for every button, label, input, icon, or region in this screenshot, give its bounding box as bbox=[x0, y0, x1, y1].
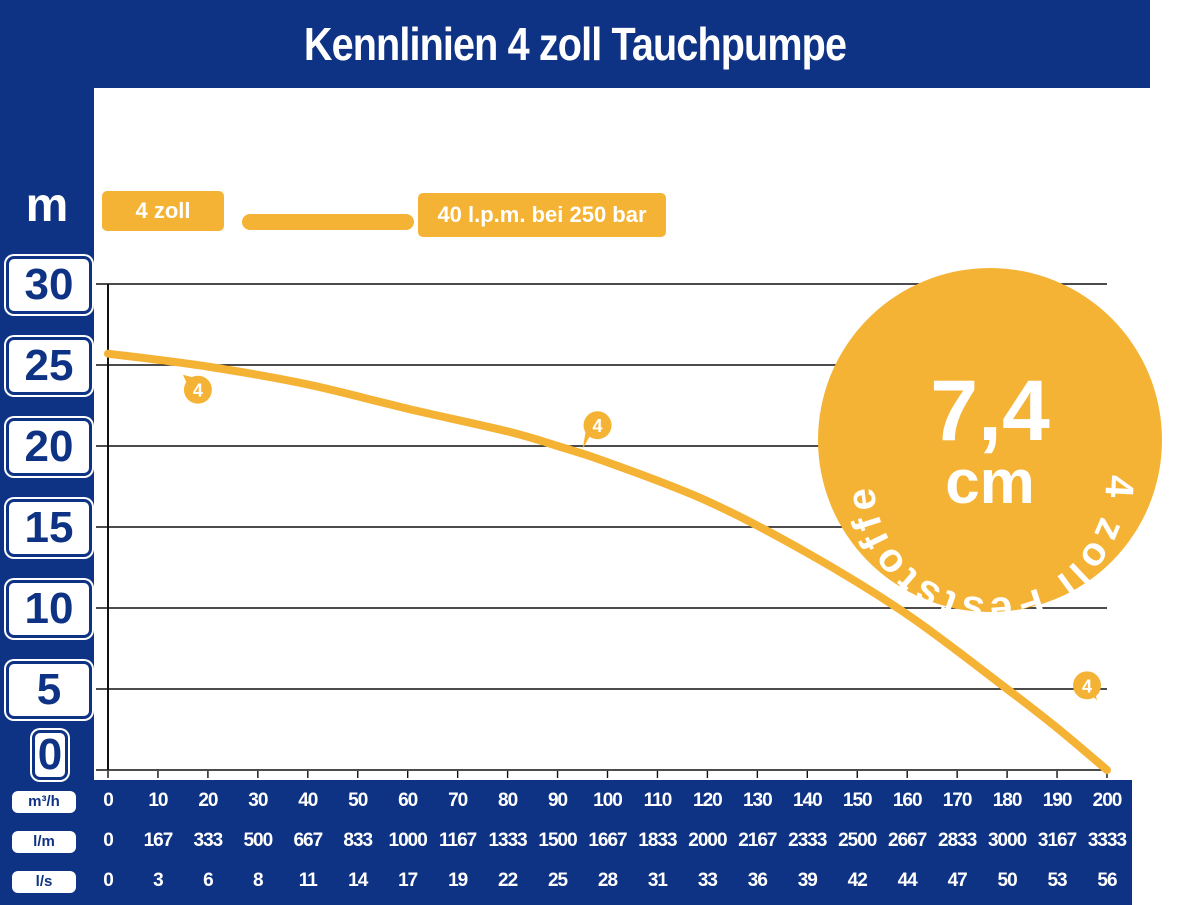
axes bbox=[96, 284, 1108, 778]
x-tick-label-ls-18: 50 bbox=[997, 870, 1018, 891]
x-tick-label-ls-14: 39 bbox=[797, 870, 818, 891]
x-tick-label-m3h-16: 160 bbox=[892, 790, 923, 811]
x-tick-label-m3h-7: 70 bbox=[448, 790, 468, 811]
x-tick-label-ls-3: 8 bbox=[253, 870, 264, 891]
x-tick-label-m3h-12: 120 bbox=[693, 790, 723, 811]
x-tick-label-m3h-1: 10 bbox=[148, 790, 168, 811]
x-tick-label-lm-0: 0 bbox=[103, 830, 114, 851]
series-marker-label: 4 bbox=[193, 381, 203, 401]
x-tick-label-ls-9: 25 bbox=[547, 870, 568, 891]
x-tick-label-ls-4: 11 bbox=[298, 870, 318, 891]
x-tick-label-m3h-18: 180 bbox=[992, 790, 1023, 811]
x-tick-label-ls-15: 42 bbox=[847, 870, 868, 891]
x-tick-label-ls-0: 0 bbox=[103, 870, 114, 891]
x-tick-label-ls-2: 6 bbox=[203, 870, 214, 891]
x-tick-label-lm-14: 2333 bbox=[788, 830, 827, 851]
series-line-0 bbox=[104, 349, 1111, 774]
x-tick-label-m3h-3: 30 bbox=[248, 790, 268, 811]
x-tick-label-lm-16: 2667 bbox=[888, 830, 927, 851]
y-tick-label-5: 5 bbox=[6, 661, 92, 719]
x-tick-label-ls-13: 36 bbox=[747, 870, 768, 891]
x-tick-label-lm-9: 1500 bbox=[538, 830, 577, 851]
x-tick-label-ls-12: 33 bbox=[697, 870, 718, 891]
x-tick-label-lm-4: 667 bbox=[293, 830, 323, 851]
x-tick-label-lm-20: 3333 bbox=[1087, 830, 1127, 851]
x-tick-label-ls-11: 31 bbox=[647, 870, 668, 891]
series-marker-dot bbox=[183, 375, 212, 404]
x-tick-label-m3h-6: 60 bbox=[398, 790, 418, 811]
badge-size-value: 7,4 bbox=[930, 363, 1050, 459]
y-tick-label-20: 20 bbox=[6, 418, 92, 476]
x-tick-label-lm-15: 2500 bbox=[838, 830, 877, 851]
x-tick-label-m3h-8: 80 bbox=[498, 790, 518, 811]
series-marker-1: 4 bbox=[582, 411, 612, 450]
y-tick-label-30: 30 bbox=[6, 256, 92, 314]
x-tick-label-lm-13: 2167 bbox=[738, 830, 777, 851]
solids-badge: 4 zoll Feststoffe bis Ø 7,4 cm bbox=[818, 268, 1162, 612]
x-tick-label-lm-5: 833 bbox=[343, 830, 373, 851]
x-tick-label-ls-16: 44 bbox=[897, 870, 918, 891]
y-tick-label-25: 25 bbox=[6, 337, 92, 395]
x-tick-label-lm-3: 500 bbox=[243, 830, 273, 851]
x-tick-label-m3h-10: 100 bbox=[593, 790, 623, 811]
series-marker-dot bbox=[583, 411, 612, 440]
x-tick-label-ls-17: 47 bbox=[947, 870, 968, 891]
chart-title: Kennlinien 4 zoll Tauchpumpe bbox=[303, 18, 847, 70]
x-tick-label-lm-17: 2833 bbox=[938, 830, 977, 851]
x-tick-label-m3h-15: 150 bbox=[842, 790, 873, 811]
x-tick-label-m3h-9: 90 bbox=[547, 790, 568, 811]
row-label-ls: l/s bbox=[12, 871, 76, 893]
series-marker-label: 4 bbox=[593, 416, 603, 436]
x-tick-label-lm-6: 1000 bbox=[388, 830, 428, 851]
x-tick-label-m3h-20: 200 bbox=[1092, 790, 1123, 811]
badge-circle bbox=[818, 268, 1162, 612]
title-bar bbox=[0, 0, 1150, 88]
badge-size-unit: cm bbox=[945, 448, 1035, 517]
x-tick-label-ls-10: 28 bbox=[597, 870, 618, 891]
x-tick-label-ls-19: 53 bbox=[1047, 870, 1067, 891]
x-axis-panel bbox=[0, 780, 1132, 905]
legend-line-swatch bbox=[242, 214, 414, 230]
x-tick-label-lm-11: 1833 bbox=[638, 830, 677, 851]
x-tick-label-ls-5: 14 bbox=[348, 870, 368, 891]
series-marker-label: 4 bbox=[1082, 676, 1092, 696]
x-tick-label-lm-7: 1167 bbox=[439, 830, 477, 851]
x-tick-label-ls-20: 56 bbox=[1097, 870, 1117, 891]
legend-series-label: 4 zoll bbox=[102, 191, 224, 231]
x-tick-label-ls-7: 19 bbox=[448, 870, 468, 891]
x-tick-label-ls-1: 3 bbox=[153, 870, 164, 891]
x-tick-label-lm-10: 1667 bbox=[588, 830, 627, 851]
series-marker-2: 4 bbox=[1073, 671, 1102, 701]
x-tick-label-lm-18: 3000 bbox=[987, 830, 1027, 851]
x-tick-label-ls-8: 22 bbox=[498, 870, 518, 891]
series-marker-dot bbox=[1073, 671, 1102, 700]
x-tick-label-m3h-13: 130 bbox=[742, 790, 773, 811]
x-tick-label-m3h-17: 170 bbox=[942, 790, 973, 811]
x-tick-label-m3h-11: 110 bbox=[643, 790, 673, 811]
x-tick-label-m3h-2: 20 bbox=[198, 790, 218, 811]
x-tick-label-lm-2: 333 bbox=[193, 830, 224, 851]
x-tick-label-lm-1: 167 bbox=[143, 830, 174, 851]
x-tick-label-lm-19: 3167 bbox=[1037, 830, 1077, 851]
legend-note: 40 l.p.m. bei 250 bar bbox=[418, 193, 666, 237]
series-layer: 4 4 4 bbox=[104, 349, 1111, 774]
x-tick-label-m3h-0: 0 bbox=[103, 790, 114, 811]
x-tick-label-m3h-19: 190 bbox=[1042, 790, 1073, 811]
x-tick-label-lm-12: 2000 bbox=[688, 830, 727, 851]
series-marker-0: 4 bbox=[182, 374, 212, 404]
x-tick-label-m3h-14: 140 bbox=[792, 790, 823, 811]
x-tick-label-m3h-4: 40 bbox=[298, 790, 318, 811]
y-axis-unit: m bbox=[25, 179, 69, 232]
y-tick-label-0: 0 bbox=[32, 730, 68, 780]
row-label-lm: l/m bbox=[12, 831, 76, 853]
row-label-m3h: m³/h bbox=[12, 791, 76, 813]
x-tick-label-m3h-5: 50 bbox=[348, 790, 368, 811]
y-tick-label-10: 10 bbox=[6, 580, 92, 638]
x-tick-label-lm-8: 1333 bbox=[488, 830, 527, 851]
y-tick-label-15: 15 bbox=[6, 499, 92, 557]
x-tick-label-ls-6: 17 bbox=[398, 870, 418, 891]
